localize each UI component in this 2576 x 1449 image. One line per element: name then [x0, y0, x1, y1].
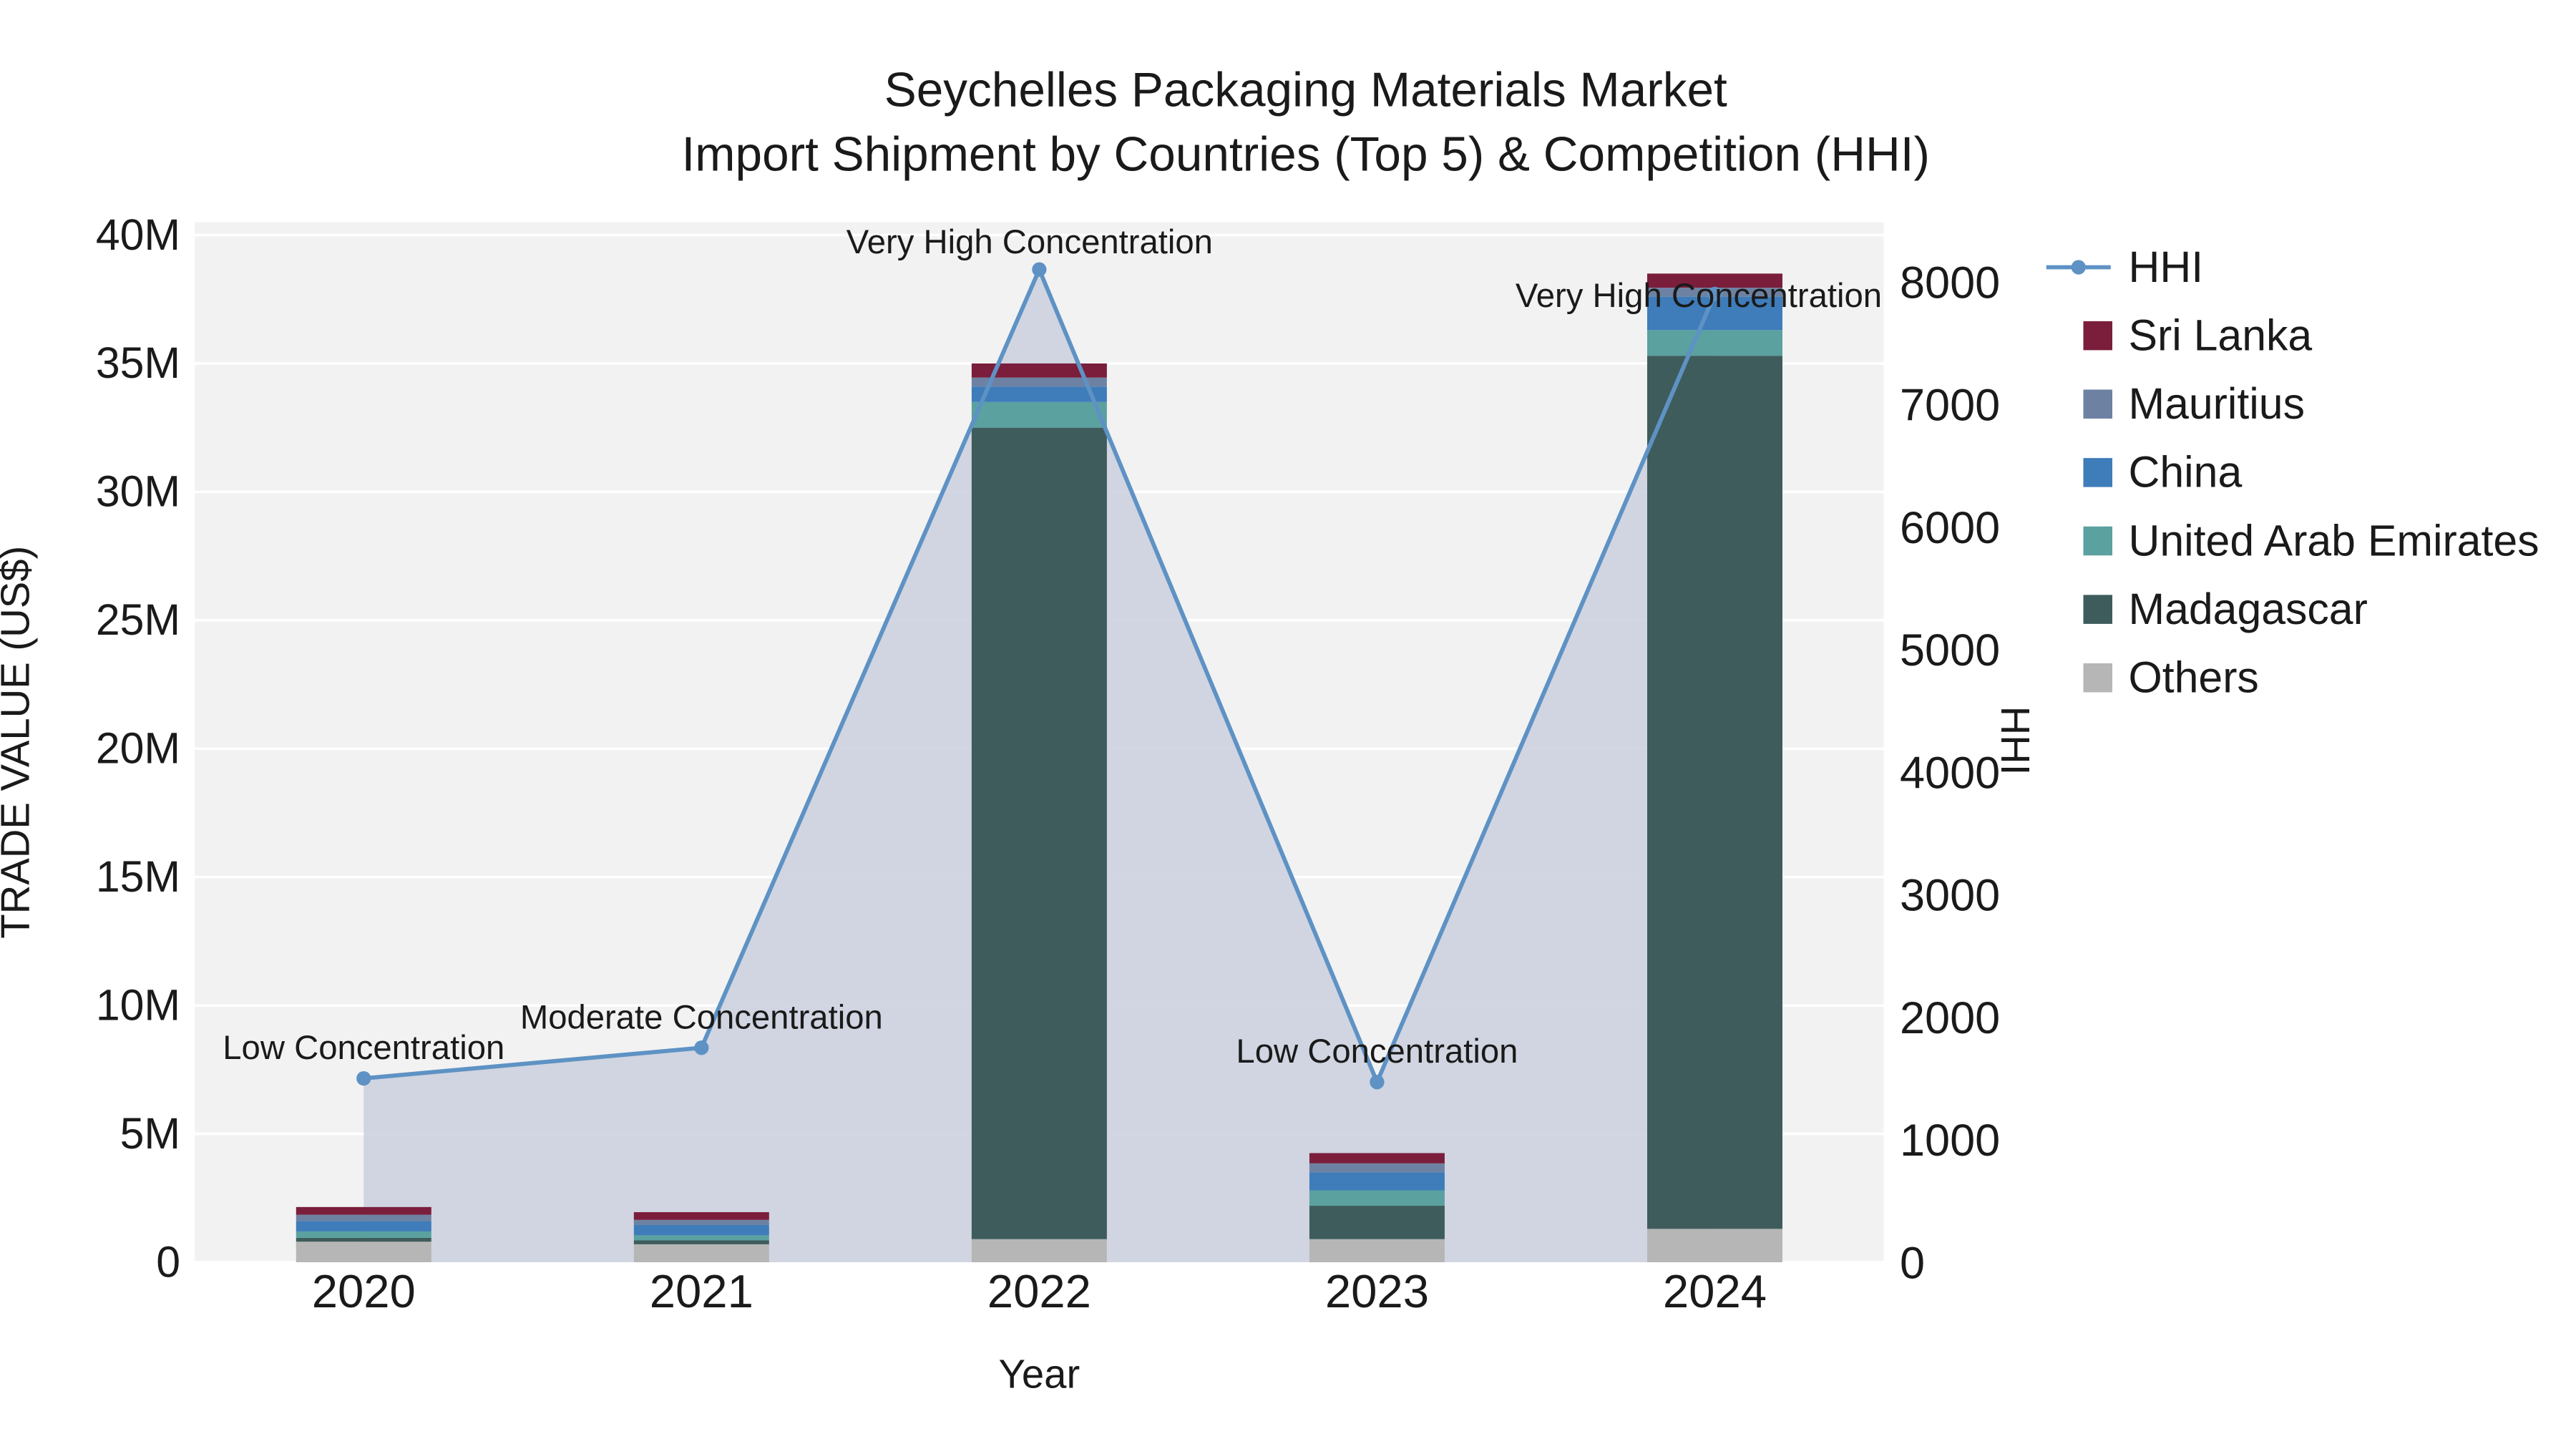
y-left-tick-label: 15M — [96, 852, 180, 901]
bar-segment — [971, 363, 1107, 378]
bar-segment — [633, 1240, 769, 1244]
bar-segment — [633, 1235, 769, 1241]
bar-segment — [296, 1237, 431, 1242]
chart-title: Import Shipment by Countries (Top 5) & C… — [682, 128, 1930, 182]
legend-label: HHI — [2129, 243, 2204, 291]
y-right-tick-label: 1000 — [1900, 1116, 2000, 1166]
legend-label: United Arab Emirates — [2129, 516, 2540, 565]
bar-segment — [1646, 296, 1782, 331]
y-right-tick-label: 4000 — [1900, 748, 2000, 798]
bar-segment — [1646, 1229, 1782, 1262]
legend-item-hhi[interactable]: HHI — [2046, 243, 2203, 291]
y-left-tick-label: 35M — [96, 338, 180, 387]
y-left-tick-label: 40M — [96, 210, 180, 259]
x-tick-label: 2024 — [1663, 1265, 1767, 1317]
hhi-marker — [1707, 286, 1722, 302]
y-left-tick-label: 0 — [156, 1237, 180, 1286]
legend-label: China — [2129, 448, 2243, 497]
x-tick-label: 2023 — [1325, 1265, 1429, 1317]
legend-item-madagascar[interactable]: Madagascar — [2083, 585, 2368, 633]
legend-item-united-arab-emirates[interactable]: United Arab Emirates — [2083, 516, 2540, 565]
hhi-marker — [356, 1070, 371, 1086]
annotation: Very High Concentration — [1516, 277, 1882, 315]
legend-label: Mauritius — [2129, 379, 2305, 428]
legend-item-mauritius[interactable]: Mauritius — [2083, 379, 2305, 428]
y-right-tick-label: 0 — [1900, 1239, 1925, 1289]
legend-item-china[interactable]: China — [2083, 448, 2243, 497]
y-left-tick-label: 5M — [120, 1109, 180, 1158]
chart-title: Seychelles Packaging Materials Market — [884, 64, 1727, 117]
bar-segment — [1646, 356, 1782, 1229]
bar-segment — [971, 377, 1107, 387]
y-right-tick-label: 8000 — [1900, 258, 2000, 308]
bar-segment — [1309, 1206, 1445, 1239]
bar-segment — [1309, 1172, 1445, 1191]
bar-segment — [633, 1224, 769, 1236]
legend-square-swatch — [2083, 458, 2112, 487]
annotation: Moderate Concentration — [520, 998, 883, 1036]
bar-segment — [1309, 1190, 1445, 1206]
y-right-tick-label: 3000 — [1900, 871, 2000, 921]
bar-segment — [971, 401, 1107, 428]
legend-item-sri-lanka[interactable]: Sri Lanka — [2083, 311, 2313, 359]
legend-square-swatch — [2083, 663, 2112, 693]
x-tick-label: 2021 — [650, 1265, 753, 1317]
bar-segment — [1309, 1153, 1445, 1163]
bar-segment — [971, 427, 1107, 1239]
bar-segment — [296, 1206, 431, 1215]
bar-segment — [296, 1241, 431, 1262]
y-left-tick-label: 10M — [96, 980, 180, 1029]
annotation: Low Concentration — [1236, 1033, 1518, 1070]
bar-segment — [296, 1214, 431, 1221]
bar-segment — [1646, 273, 1782, 288]
bar-segment — [296, 1231, 431, 1238]
legend-label: Others — [2129, 653, 2259, 702]
y-right-tick-label: 6000 — [1900, 503, 2000, 553]
bar-segment — [971, 1239, 1107, 1262]
y-right-tick-label: 2000 — [1900, 993, 2000, 1043]
legend-label: Sri Lanka — [2129, 311, 2313, 359]
legend-label: Madagascar — [2129, 585, 2368, 633]
axis-title-right: HHI — [1993, 706, 2038, 776]
annotation: Very High Concentration — [847, 223, 1213, 261]
hhi-marker — [1032, 262, 1047, 277]
axis-title-x: Year — [999, 1352, 1080, 1397]
hhi-marker — [1370, 1075, 1385, 1090]
bar-segment — [633, 1212, 769, 1220]
hhi-marker — [694, 1040, 709, 1055]
y-left-tick-label: 30M — [96, 467, 180, 516]
bar-segment — [633, 1244, 769, 1262]
bar-segment — [971, 386, 1107, 402]
bar-segment — [296, 1221, 431, 1231]
bar-segment — [1309, 1239, 1445, 1262]
legend-square-swatch — [2083, 595, 2112, 624]
y-right-tick-label: 5000 — [1900, 625, 2000, 675]
y-left-tick-label: 20M — [96, 724, 180, 773]
legend-square-swatch — [2083, 389, 2112, 419]
legend-item-others[interactable]: Others — [2083, 653, 2259, 702]
bar-segment — [1646, 330, 1782, 356]
x-tick-label: 2022 — [987, 1265, 1091, 1317]
legend: HHI Sri Lanka Mauritius China United Arab Em… — [2046, 243, 2540, 702]
y-left-tick-label: 25M — [96, 595, 180, 644]
bar-segment — [1309, 1163, 1445, 1173]
bar-segment — [633, 1219, 769, 1225]
legend-square-swatch — [2083, 526, 2112, 556]
x-tick-label: 2020 — [312, 1265, 416, 1317]
legend-marker-swatch — [2071, 260, 2086, 275]
legend-square-swatch — [2083, 321, 2112, 351]
annotation: Low Concentration — [223, 1029, 504, 1067]
axis-title-left: TRADE VALUE (US$) — [0, 546, 38, 939]
y-right-tick-label: 7000 — [1900, 381, 2000, 431]
